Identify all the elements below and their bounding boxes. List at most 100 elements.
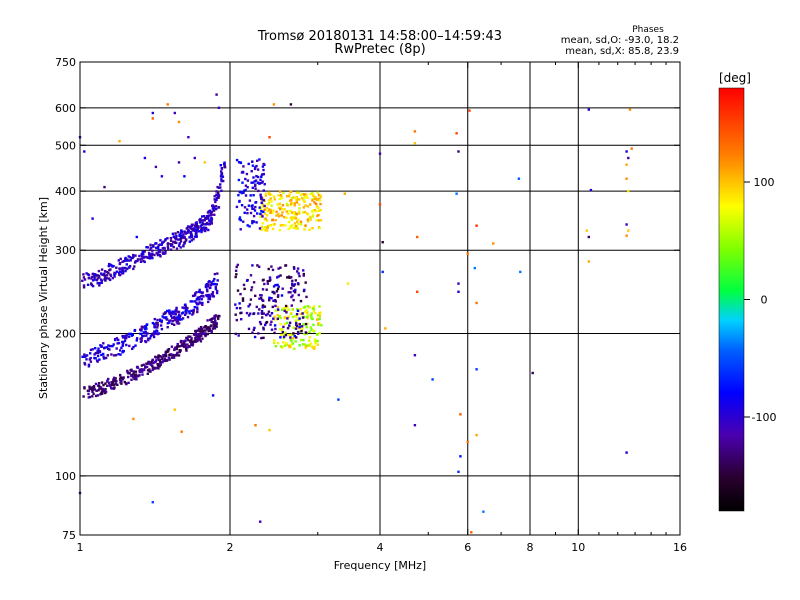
data-point bbox=[201, 215, 204, 218]
data-point bbox=[294, 319, 298, 322]
data-point bbox=[302, 211, 305, 214]
data-point bbox=[128, 344, 131, 348]
data-point bbox=[172, 235, 175, 239]
y-tick-label: 75 bbox=[62, 529, 76, 542]
data-point bbox=[239, 161, 242, 164]
data-point bbox=[475, 433, 478, 437]
data-point bbox=[138, 254, 141, 258]
data-point bbox=[492, 242, 495, 245]
data-point bbox=[94, 351, 97, 355]
y-tick-label: 100 bbox=[55, 470, 76, 483]
data-point bbox=[298, 207, 301, 210]
data-point bbox=[251, 164, 255, 167]
data-point bbox=[303, 200, 306, 203]
data-point bbox=[283, 208, 286, 211]
data-point bbox=[146, 332, 149, 335]
data-point bbox=[123, 334, 127, 338]
data-point bbox=[295, 313, 299, 316]
data-point bbox=[262, 199, 265, 202]
data-point bbox=[303, 193, 306, 196]
data-point bbox=[272, 317, 275, 320]
data-point bbox=[210, 317, 214, 321]
data-point bbox=[108, 262, 111, 266]
data-point bbox=[299, 312, 302, 316]
data-point bbox=[106, 379, 109, 382]
data-point bbox=[184, 345, 188, 349]
data-point bbox=[299, 338, 303, 342]
data-point bbox=[279, 224, 283, 227]
data-point bbox=[101, 273, 104, 276]
data-point bbox=[207, 296, 210, 299]
data-point bbox=[194, 333, 197, 336]
data-point bbox=[316, 206, 320, 210]
data-point bbox=[312, 323, 315, 327]
data-point bbox=[273, 292, 276, 295]
data-point bbox=[166, 326, 169, 329]
data-point bbox=[318, 199, 322, 202]
data-point bbox=[262, 168, 265, 172]
data-point bbox=[218, 314, 221, 318]
data-point bbox=[139, 260, 143, 263]
data-point bbox=[274, 304, 277, 308]
data-point bbox=[252, 207, 255, 210]
data-point bbox=[285, 311, 288, 314]
data-point bbox=[261, 165, 265, 168]
data-point bbox=[190, 343, 194, 347]
data-point bbox=[176, 342, 179, 346]
data-point bbox=[103, 185, 106, 189]
data-point bbox=[125, 263, 128, 266]
data-point bbox=[207, 329, 210, 332]
data-point bbox=[93, 356, 96, 360]
data-point bbox=[343, 192, 346, 195]
data-point bbox=[141, 251, 144, 254]
data-point bbox=[106, 384, 109, 387]
data-point bbox=[337, 398, 340, 401]
data-point bbox=[265, 313, 268, 317]
data-point bbox=[216, 272, 219, 275]
data-point bbox=[140, 339, 143, 342]
data-point bbox=[93, 353, 96, 356]
data-point bbox=[204, 285, 208, 289]
data-point bbox=[128, 264, 132, 268]
data-point bbox=[177, 161, 181, 164]
data-point bbox=[149, 243, 152, 247]
data-point bbox=[255, 305, 258, 309]
data-point bbox=[234, 313, 237, 316]
data-point bbox=[152, 245, 155, 248]
data-point bbox=[175, 306, 178, 310]
data-point bbox=[151, 332, 155, 335]
data-point bbox=[102, 342, 105, 345]
data-point bbox=[200, 330, 203, 333]
data-point bbox=[237, 334, 240, 337]
data-point bbox=[155, 329, 158, 332]
data-point bbox=[311, 192, 314, 195]
data-point bbox=[297, 293, 300, 297]
data-point bbox=[253, 335, 257, 339]
data-point bbox=[263, 199, 267, 202]
data-point bbox=[268, 276, 272, 279]
data-point bbox=[275, 214, 278, 217]
data-point bbox=[107, 344, 110, 347]
data-point bbox=[279, 345, 283, 348]
data-point bbox=[186, 346, 189, 349]
data-point bbox=[264, 229, 267, 232]
data-point bbox=[178, 242, 181, 245]
data-point bbox=[259, 215, 262, 219]
data-point bbox=[473, 266, 476, 270]
data-point bbox=[314, 197, 318, 200]
data-point bbox=[274, 309, 278, 312]
data-point bbox=[140, 325, 143, 329]
data-point bbox=[627, 189, 630, 193]
data-point bbox=[206, 319, 209, 322]
data-point bbox=[318, 197, 321, 201]
data-point bbox=[182, 244, 185, 247]
data-point bbox=[250, 181, 253, 184]
data-point bbox=[92, 385, 95, 389]
data-point bbox=[94, 382, 98, 386]
data-point bbox=[238, 216, 242, 219]
data-point bbox=[264, 323, 267, 327]
data-point bbox=[284, 333, 288, 337]
data-point bbox=[178, 234, 181, 237]
data-point bbox=[180, 343, 184, 346]
data-point bbox=[91, 388, 94, 391]
